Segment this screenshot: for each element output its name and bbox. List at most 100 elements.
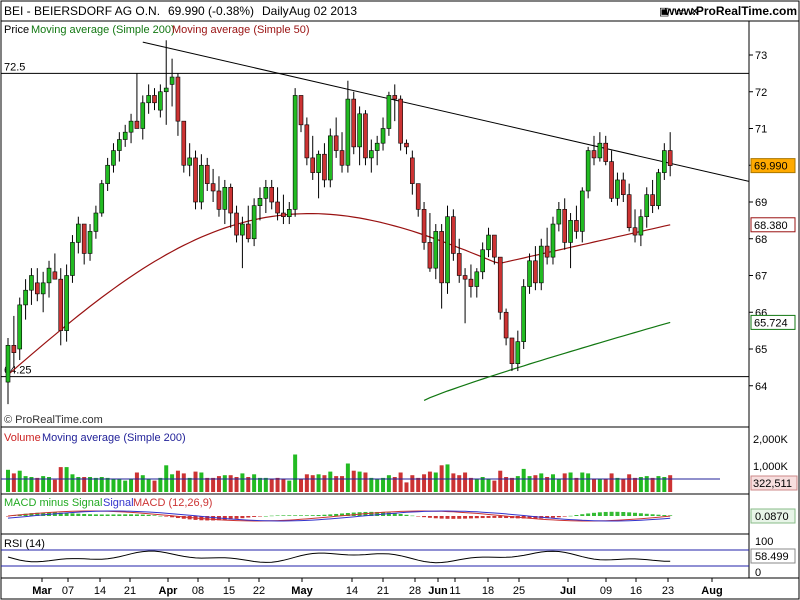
volume-bar (603, 478, 608, 492)
volume-bar (586, 473, 591, 492)
last-price-box (750, 158, 796, 174)
candle-body (286, 209, 292, 218)
date-label-2: 14 (94, 585, 106, 597)
signal-line (7, 510, 671, 522)
candle-body (521, 286, 526, 342)
volume-value: 322,511 (753, 478, 792, 490)
volume-bar (533, 475, 538, 492)
macd-bar (603, 511, 608, 516)
candle-body (263, 187, 269, 199)
volume-bar (11, 473, 16, 492)
volume-bar (463, 472, 468, 492)
candle (579, 187, 585, 243)
candle-body (93, 212, 99, 232)
candle (538, 238, 544, 291)
symbol-name: BEI - BEIERSDORF AG O.N. (4, 4, 160, 18)
candle-body (322, 153, 327, 181)
volume-bar (375, 478, 380, 492)
volume-bar (64, 467, 69, 492)
macd-bar (656, 514, 661, 516)
macd-bar (299, 515, 303, 516)
candle-body (316, 153, 321, 173)
candle-body (199, 164, 204, 203)
candle-body (81, 223, 87, 254)
candle (263, 179, 269, 214)
watermark: © ProRealTime.com (4, 414, 103, 426)
macd-bar (58, 512, 63, 516)
window-controls[interactable]: ▣ ▭ ✕ (659, 6, 699, 18)
candle (70, 235, 75, 283)
candle (146, 84, 151, 114)
candle-body (5, 345, 11, 383)
candle-body (105, 164, 110, 184)
candle-body (281, 212, 286, 217)
candle-body (410, 157, 415, 184)
macd-bar (386, 512, 391, 516)
date-label-10: 21 (377, 585, 389, 597)
price-tick-8: 65 (755, 344, 767, 356)
candle-body (462, 275, 468, 280)
candle-body (222, 187, 228, 210)
candle (339, 132, 345, 173)
price-panel[interactable] (0, 20, 750, 428)
macd-bar (574, 515, 579, 516)
macd-bar (416, 516, 421, 517)
candle (480, 242, 485, 280)
candle (11, 315, 17, 368)
candle-body (579, 190, 585, 232)
candle (292, 88, 298, 217)
volume-bar (41, 476, 46, 492)
candle-body (228, 187, 233, 214)
volume-bar (304, 474, 309, 492)
macd-bar (35, 512, 40, 516)
macd-bar (621, 512, 626, 516)
volume-bar (410, 475, 415, 492)
candle (644, 187, 650, 228)
candle (497, 256, 503, 320)
volume-bar (187, 477, 192, 492)
candle-body (667, 150, 673, 166)
volume-bar (638, 477, 643, 492)
restore-icon[interactable]: ▣ (659, 6, 669, 18)
candle-body (29, 275, 34, 291)
candle (533, 246, 538, 291)
macd-bar (615, 511, 620, 516)
candle-body (146, 95, 151, 104)
candle-body (40, 282, 46, 295)
candle (199, 154, 204, 210)
candle-body (603, 142, 609, 162)
date-label-5: 08 (192, 585, 204, 597)
candle-body (632, 227, 638, 236)
candle-body (585, 150, 591, 192)
candle-body (111, 150, 116, 166)
candle (316, 150, 321, 199)
minimize-icon[interactable]: ▭ (676, 6, 686, 18)
x-axis-labels: Mar 07 14 21 Apr 08 15 22 May 14 21 28 Jun 11 18 25 Jul 0… (32, 578, 723, 597)
candle-body (515, 341, 521, 364)
volume-bar (93, 477, 98, 492)
volume-bar (422, 474, 427, 492)
candle (333, 117, 339, 158)
date-label-15: 25 (513, 585, 525, 597)
volume-bar (158, 477, 163, 492)
volume-bar (457, 475, 462, 492)
volume-bar (521, 468, 526, 492)
candle-body (480, 249, 485, 273)
volume-bar (140, 475, 145, 492)
volume-bar (556, 478, 561, 492)
volume-bar (281, 478, 286, 492)
candle (257, 187, 263, 221)
candle (111, 143, 116, 173)
volume-bar (152, 480, 157, 492)
candle-body (117, 139, 122, 151)
macd-bar (586, 513, 591, 516)
candle (503, 308, 509, 346)
rsi-panel[interactable] (0, 533, 750, 579)
volume-bar (345, 463, 350, 492)
close-icon[interactable]: ✕ (690, 6, 699, 18)
candle-body (175, 76, 181, 122)
volume-bar (234, 477, 239, 492)
volume-bar (111, 478, 116, 492)
candle (462, 268, 468, 324)
